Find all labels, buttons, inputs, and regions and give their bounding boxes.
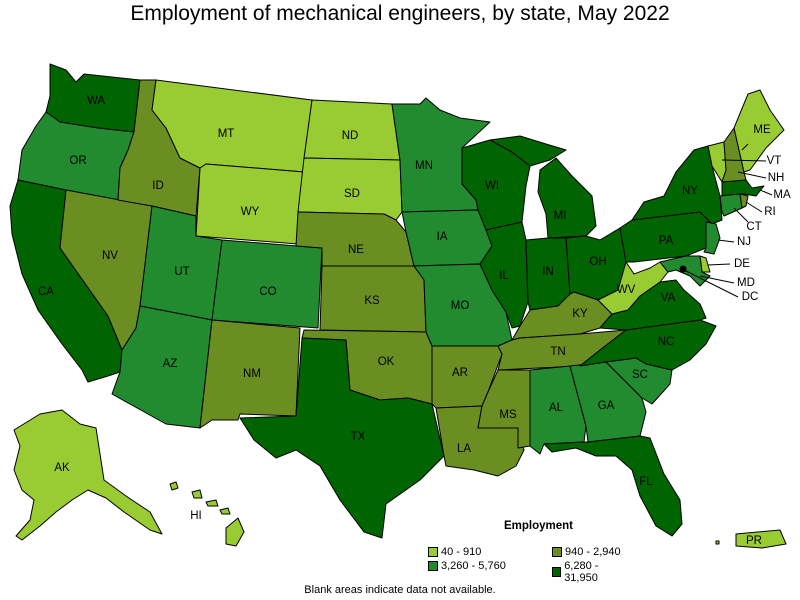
state-wy[interactable] [195, 163, 305, 245]
label-ms: MS [499, 409, 517, 421]
legend-item-4: 6,280 - 31,950 [552, 560, 628, 584]
label-ak: AK [54, 462, 70, 474]
label-ny: NY [682, 185, 698, 197]
callout-ct [733, 207, 749, 223]
label-ok: OK [378, 356, 395, 368]
state-il[interactable] [479, 221, 529, 329]
state-nm[interactable] [199, 319, 301, 429]
callout-ri [745, 201, 763, 213]
label-de: DE [734, 258, 750, 270]
state-pr[interactable] [735, 529, 787, 549]
label-oh: OH [589, 256, 606, 268]
state-wv[interactable] [597, 261, 669, 315]
legend-item-3: 3,260 - 5,760 [428, 560, 506, 572]
state-fl[interactable] [543, 435, 683, 537]
label-nj: NJ [737, 236, 751, 248]
label-ma: MA [773, 189, 791, 201]
label-ct: CT [746, 221, 761, 233]
state-ny[interactable] [631, 145, 723, 225]
label-co: CO [259, 286, 276, 298]
callout-md [699, 275, 735, 284]
label-wv: WV [617, 284, 636, 296]
state-labels: WA OR CA NV ID MT WY UT CO AZ NM ND SD N… [38, 95, 791, 547]
label-tn: TN [550, 346, 565, 358]
label-ri: RI [764, 206, 776, 218]
label-la: LA [457, 443, 471, 455]
legend-item-1: 40 - 910 [428, 546, 481, 558]
legend-swatch-3 [428, 561, 438, 571]
label-mn: MN [415, 160, 433, 172]
label-dc: DC [742, 291, 759, 303]
label-wi: WI [485, 180, 499, 192]
state-me[interactable] [733, 89, 785, 173]
label-ga: GA [598, 400, 615, 412]
label-ia: IA [437, 231, 448, 243]
label-mt: MT [218, 128, 235, 140]
state-hi[interactable] [169, 481, 245, 547]
state-pr-islet [715, 540, 720, 545]
label-me: ME [753, 124, 771, 136]
label-ca: CA [38, 286, 54, 298]
state-mi[interactable] [489, 135, 597, 239]
label-al: AL [549, 402, 564, 414]
label-fl: FL [639, 476, 653, 488]
label-in: IN [542, 266, 554, 278]
callout-ma [759, 189, 773, 196]
legend-label-4: 6,280 - 31,950 [564, 560, 599, 584]
label-md: MD [737, 277, 755, 289]
label-id: ID [152, 180, 164, 192]
label-sc: SC [632, 369, 648, 381]
state-tx[interactable] [239, 337, 445, 539]
label-or: OR [69, 155, 86, 167]
label-az: AZ [163, 358, 178, 370]
state-co[interactable] [211, 239, 323, 329]
legend-swatch-1 [428, 547, 438, 557]
callout-dc [683, 269, 739, 298]
label-tx: TX [351, 431, 366, 443]
callout-vt [721, 159, 767, 162]
label-pr: PR [746, 535, 762, 547]
label-wa: WA [87, 95, 105, 107]
label-ar: AR [452, 367, 468, 379]
footnote: Blank areas indicate data not available. [304, 584, 496, 596]
label-nd: ND [342, 130, 359, 142]
label-sd: SD [344, 188, 360, 200]
state-nj[interactable] [703, 221, 721, 255]
label-nh: NH [768, 172, 785, 184]
legend-label-3: 3,260 - 5,760 [441, 560, 506, 572]
label-ks: KS [364, 295, 380, 307]
label-nv: NV [102, 250, 118, 262]
label-ky: KY [572, 308, 588, 320]
label-vt: VT [767, 155, 782, 167]
label-nc: NC [658, 336, 675, 348]
legend-swatch-4 [552, 567, 562, 577]
label-mi: MI [554, 210, 567, 222]
legend-swatch-2 [552, 547, 562, 557]
label-ne: NE [348, 244, 364, 256]
label-pa: PA [659, 235, 674, 247]
legend-title: Employment [504, 520, 574, 532]
state-ri[interactable] [739, 193, 749, 209]
state-ma[interactable] [721, 179, 765, 197]
legend-label-1: 40 - 910 [441, 546, 482, 558]
legend-item-2: 940 - 2,940 [552, 546, 621, 558]
legend-label-2: 940 - 2,940 [565, 546, 621, 558]
label-hi: HI [190, 510, 202, 522]
state-ak[interactable] [13, 409, 163, 541]
label-il: IL [499, 270, 509, 282]
callout-nh [737, 171, 767, 179]
state-nc[interactable] [579, 319, 717, 371]
label-nm: NM [243, 368, 261, 380]
callout-de [707, 263, 731, 266]
label-mo: MO [451, 300, 470, 312]
state-ct[interactable] [719, 193, 743, 217]
label-wy: WY [241, 206, 260, 218]
label-ut: UT [174, 266, 189, 278]
callout-nj [717, 239, 735, 243]
label-va: VA [661, 292, 676, 304]
map-title: Employment of mechanical engineers, by s… [130, 2, 670, 25]
